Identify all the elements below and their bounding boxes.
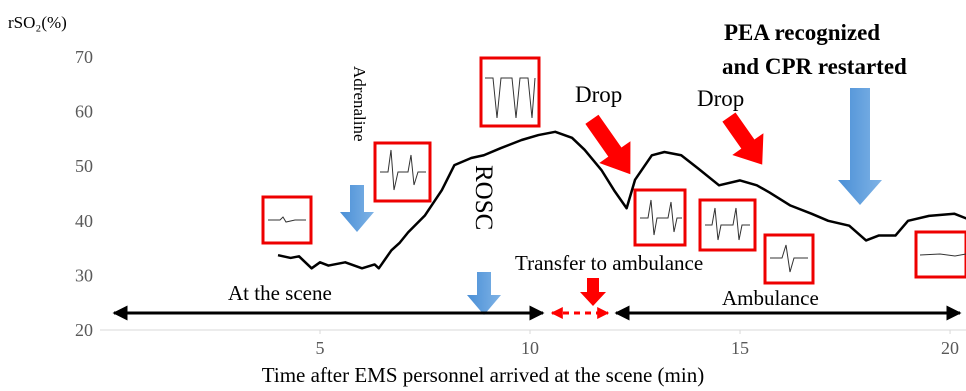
annotation: Adrenaline — [350, 66, 369, 142]
annotation: Drop — [697, 86, 744, 111]
x-axis-label: Time after EMS personnel arrived at the … — [262, 363, 704, 387]
y-tick-label: 40 — [75, 211, 93, 231]
x-tick-label: 20 — [941, 338, 959, 358]
y-tick-label: 30 — [75, 265, 93, 285]
ecg-trace — [380, 150, 426, 190]
ecg-trace — [770, 245, 808, 272]
red-arrow — [576, 108, 646, 185]
annotation: At the scene — [228, 281, 332, 305]
annotation: Drop — [575, 82, 622, 107]
blue-arrow — [340, 185, 374, 232]
y-tick-label: 20 — [75, 320, 93, 340]
y-axis-label: rSO₂(%) — [8, 13, 67, 32]
x-tick-label: 5 — [316, 338, 325, 358]
x-tick-label: 15 — [731, 338, 749, 358]
y-tick-label: 50 — [75, 156, 93, 176]
annotation: Ambulance — [722, 286, 819, 310]
annotation: PEA recognized — [724, 20, 880, 45]
blue-arrow — [467, 272, 501, 315]
ecg-box — [765, 235, 813, 283]
annotation: and CPR restarted — [722, 54, 907, 79]
x-tick-label: 10 — [521, 338, 539, 358]
ecg-trace — [268, 217, 306, 222]
annotation: ROSC — [470, 165, 497, 230]
ecg-trace — [485, 78, 535, 118]
y-tick-label: 70 — [75, 47, 93, 67]
y-tick-label: 60 — [75, 102, 93, 122]
chart: 20 30 40 50 60 70 5 10 15 20 rSO₂(%) Time after E… — [0, 0, 966, 391]
ecg-box — [481, 58, 539, 126]
ecg-trace — [920, 254, 966, 256]
ecg-trace — [705, 208, 750, 240]
red-arrow — [713, 106, 777, 175]
blue-arrow — [838, 88, 882, 205]
plot-area: 20 30 40 50 60 70 5 10 15 20 — [75, 47, 966, 358]
red-arrow — [580, 278, 606, 306]
annotation: Transfer to ambulance — [515, 251, 703, 275]
ecg-trace — [640, 200, 682, 235]
